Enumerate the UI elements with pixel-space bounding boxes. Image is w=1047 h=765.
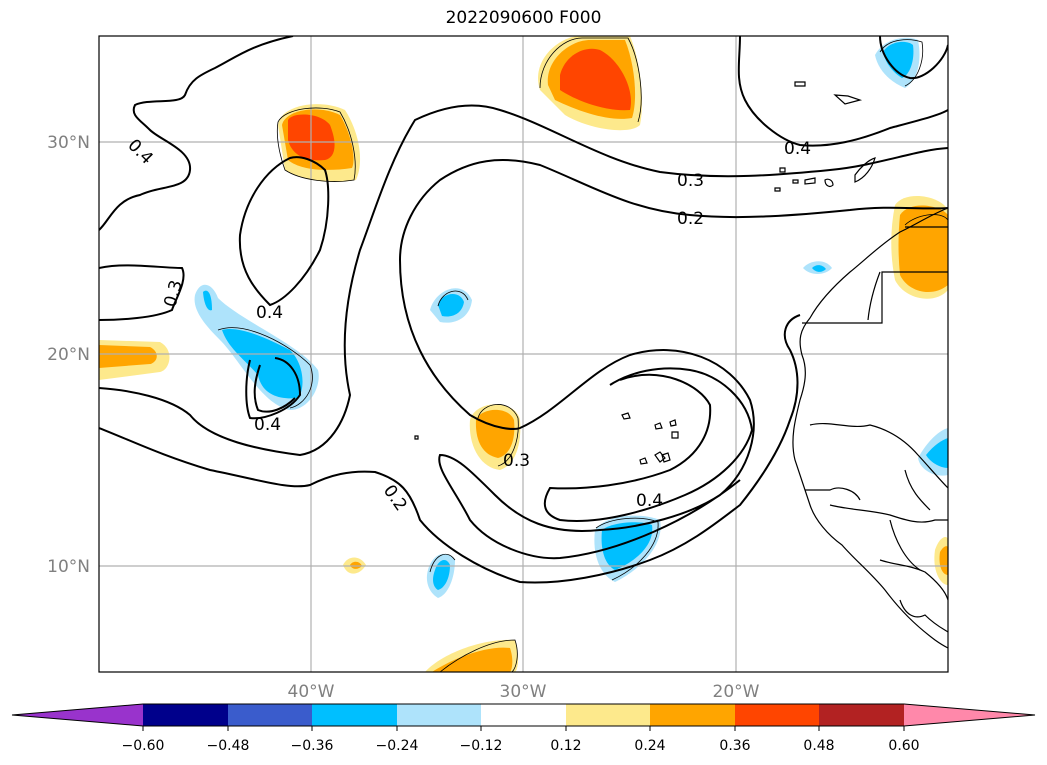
- colorbar-tick-label: 0.12: [550, 738, 581, 754]
- colorbar-cell: [12, 704, 143, 726]
- axis-labels: 30°N 20°N 10°N 40°W 30°W 20°W: [47, 133, 760, 702]
- grid: [99, 36, 948, 672]
- colorbar-cell: [904, 704, 1035, 726]
- colorbar-tick-label: −0.12: [460, 738, 503, 754]
- contour-label: 0.4: [256, 303, 283, 323]
- colorbar-cell: [481, 704, 566, 726]
- contour-label: 0.4: [784, 139, 811, 159]
- contour-label: 0.4: [254, 415, 281, 435]
- colorbar-cell: [650, 704, 735, 726]
- contour-label: 0.2: [379, 481, 411, 515]
- lat-label: 20°N: [47, 345, 90, 365]
- contour-label: 0.2: [677, 209, 704, 229]
- colorbar-tick-label: 0.36: [719, 738, 750, 754]
- colorbar-cell: [312, 704, 397, 726]
- colorbar-cell: [397, 704, 481, 726]
- colorbar-cell: [735, 704, 819, 726]
- contour-label: 0.3: [161, 278, 187, 309]
- map-frame: [98, 35, 949, 673]
- colorbar-tick-label: −0.48: [207, 738, 250, 754]
- colorbar-cell: [228, 704, 312, 726]
- contour-label: 0.3: [677, 171, 704, 191]
- colorbar-tick-label: −0.60: [122, 738, 165, 754]
- lon-label: 20°W: [713, 682, 760, 702]
- lon-label: 40°W: [288, 682, 335, 702]
- colorbar-cell: [819, 704, 904, 726]
- colorbar-tick-label: 0.48: [803, 738, 834, 754]
- contour-label: 0.4: [123, 135, 156, 168]
- colorbar-tick-label: 0.24: [634, 738, 665, 754]
- colorbar-cell: [143, 704, 228, 726]
- colorbar: −0.60 −0.48 −0.36 −0.24 −0.12 0.12 0.24 …: [11, 703, 1036, 754]
- map-title: 2022090600 F000: [445, 8, 602, 28]
- shade-outlines: [217, 37, 948, 672]
- contour-label: 0.4: [636, 491, 663, 511]
- contour-label: 0.3: [503, 451, 530, 471]
- contours: [99, 36, 948, 584]
- colorbar-tick-label: 0.60: [888, 738, 919, 754]
- coastline: [414, 81, 948, 649]
- colorbar-tick-label: −0.36: [291, 738, 334, 754]
- colorbar-tick-label: −0.24: [376, 738, 419, 754]
- lon-label: 30°W: [500, 682, 547, 702]
- lat-label: 30°N: [47, 133, 90, 153]
- lat-label: 10°N: [47, 557, 90, 577]
- colorbar-cell: [566, 704, 650, 726]
